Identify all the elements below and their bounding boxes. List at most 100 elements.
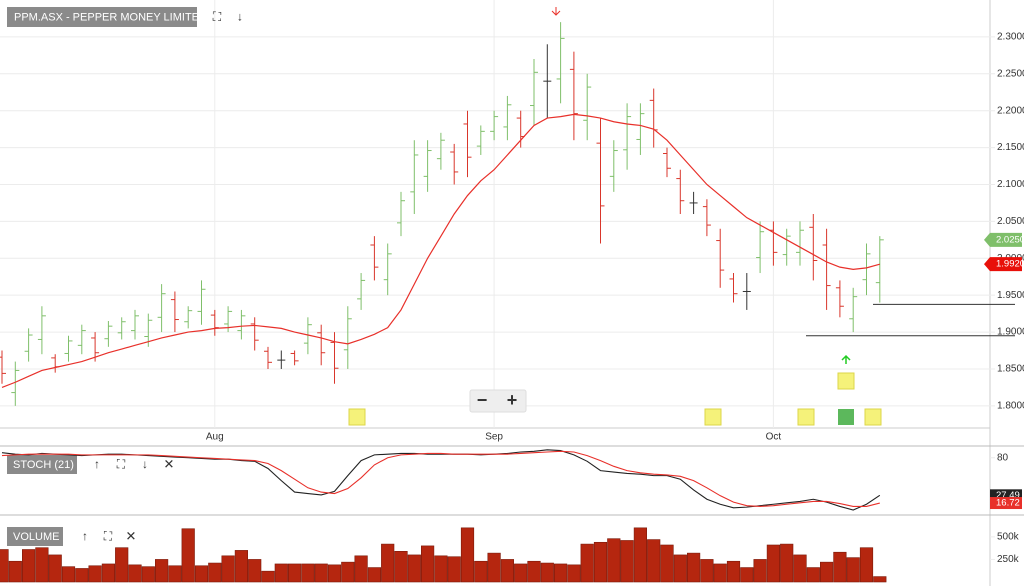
volume-bar — [780, 543, 794, 583]
volume-bar — [248, 559, 262, 583]
volume-bar — [593, 541, 608, 583]
volume-bar — [314, 563, 328, 583]
fullscreen-button[interactable]: ⛶ — [212, 10, 222, 24]
value-marker-label: 27.49 — [996, 490, 1020, 501]
volume-bar — [115, 547, 129, 583]
volume-bar — [101, 563, 115, 583]
volume-bar — [647, 539, 661, 583]
volume-bar — [607, 538, 621, 583]
volume-bar — [128, 564, 142, 583]
volume-bar — [394, 551, 408, 583]
y-tick-label: 1.9000 — [997, 327, 1024, 338]
fullscreen-button[interactable]: ⛶ — [103, 529, 113, 543]
volume-bar — [726, 560, 741, 583]
move-down-button[interactable]: ↓ — [237, 10, 243, 24]
annotation-icon[interactable] — [704, 408, 722, 426]
volume-bar — [500, 559, 515, 583]
volume-bar — [341, 561, 355, 583]
volume-bar — [540, 562, 554, 583]
volume-bar — [460, 527, 475, 583]
volume-bar — [553, 563, 568, 583]
fullscreen-button[interactable]: ⛶ — [116, 457, 126, 471]
volume-bar — [487, 552, 501, 583]
volume-bar — [447, 556, 461, 583]
annotation-icon[interactable] — [797, 408, 815, 426]
value-marker — [990, 497, 1022, 510]
volume-bar — [327, 564, 342, 583]
annotation-icons[interactable] — [348, 372, 882, 426]
title-box — [7, 7, 197, 27]
value-marker-label: 16.72 — [996, 498, 1020, 509]
close-button[interactable]: ✕ — [164, 456, 175, 471]
volume-bar — [833, 551, 847, 583]
indicator-line — [1, 450, 880, 507]
volume-bar — [766, 544, 780, 583]
volume-bar — [740, 567, 754, 583]
info-icon[interactable] — [838, 409, 854, 425]
volume-bar — [660, 544, 674, 583]
x-tick-label: Sep — [485, 432, 503, 443]
volume-bar — [0, 549, 9, 583]
volume-bar — [859, 547, 874, 583]
volume-bar — [700, 559, 714, 583]
move-up-button[interactable]: ↑ — [82, 529, 88, 543]
volume-bar — [21, 549, 36, 583]
zoom-in[interactable]: + — [507, 390, 518, 410]
volume-bar — [274, 563, 288, 583]
volume-bar — [381, 543, 395, 583]
volume-bar — [287, 563, 302, 583]
close-button[interactable]: ✕ — [126, 528, 137, 543]
x-tick-label: Aug — [206, 432, 224, 443]
volume-bar — [580, 543, 594, 583]
panel-title: VOLUME — [13, 531, 59, 543]
move-down-button[interactable]: ↓ — [142, 457, 148, 471]
title-box — [7, 455, 77, 474]
volume-bar — [673, 554, 687, 583]
volume-bar — [420, 545, 435, 583]
y-tick-label: 500k — [997, 532, 1020, 543]
volume-bar — [367, 567, 382, 583]
volume-bar — [141, 566, 155, 583]
volume-bar — [221, 555, 235, 583]
volume-bar — [474, 560, 488, 583]
volume-bar — [208, 562, 222, 583]
volume-bar — [806, 567, 820, 583]
volume-bar — [819, 561, 834, 583]
down-arrow-icon — [551, 7, 561, 16]
annotation-icon[interactable] — [864, 408, 882, 426]
price-marker-label: 2.0250 — [996, 234, 1024, 245]
volume-bar — [155, 559, 169, 583]
volume-bar — [234, 550, 249, 583]
up-arrow-icon — [841, 354, 851, 364]
panel-title: STOCH (21) — [13, 459, 74, 471]
price-marker — [984, 257, 1022, 272]
y-tick-label: 2.1000 — [997, 179, 1024, 190]
y-tick-label: 2.3000 — [997, 32, 1024, 43]
zoom-control[interactable] — [469, 389, 527, 413]
volume-bar — [567, 564, 581, 583]
y-tick-label: 2.2000 — [997, 105, 1024, 116]
volume-bar — [633, 527, 647, 583]
y-tick-label: 1.8500 — [997, 364, 1024, 375]
volume-bar — [168, 565, 182, 583]
zoom-out[interactable]: − — [477, 390, 488, 410]
annotation-icon[interactable] — [348, 408, 366, 426]
volume-bar — [194, 565, 209, 583]
volume-bar — [620, 540, 634, 583]
volume-bar — [88, 565, 102, 583]
indicator-line — [1, 449, 881, 511]
volume-bar — [61, 566, 76, 583]
annotation-icon[interactable] — [837, 372, 855, 390]
volume-bar — [686, 552, 701, 583]
volume-bar — [181, 528, 195, 583]
volume-bar — [8, 560, 22, 583]
move-up-button[interactable]: ↑ — [94, 457, 100, 471]
y-tick-label: 1.8000 — [997, 401, 1024, 412]
y-tick-label: 2.1500 — [997, 142, 1024, 153]
y-tick-label: 1.9500 — [997, 290, 1024, 301]
moving-average-line — [1, 113, 880, 388]
volume-bar — [846, 557, 860, 583]
volume-bar — [407, 554, 421, 583]
price-marker-label: 1.9920 — [996, 259, 1024, 270]
